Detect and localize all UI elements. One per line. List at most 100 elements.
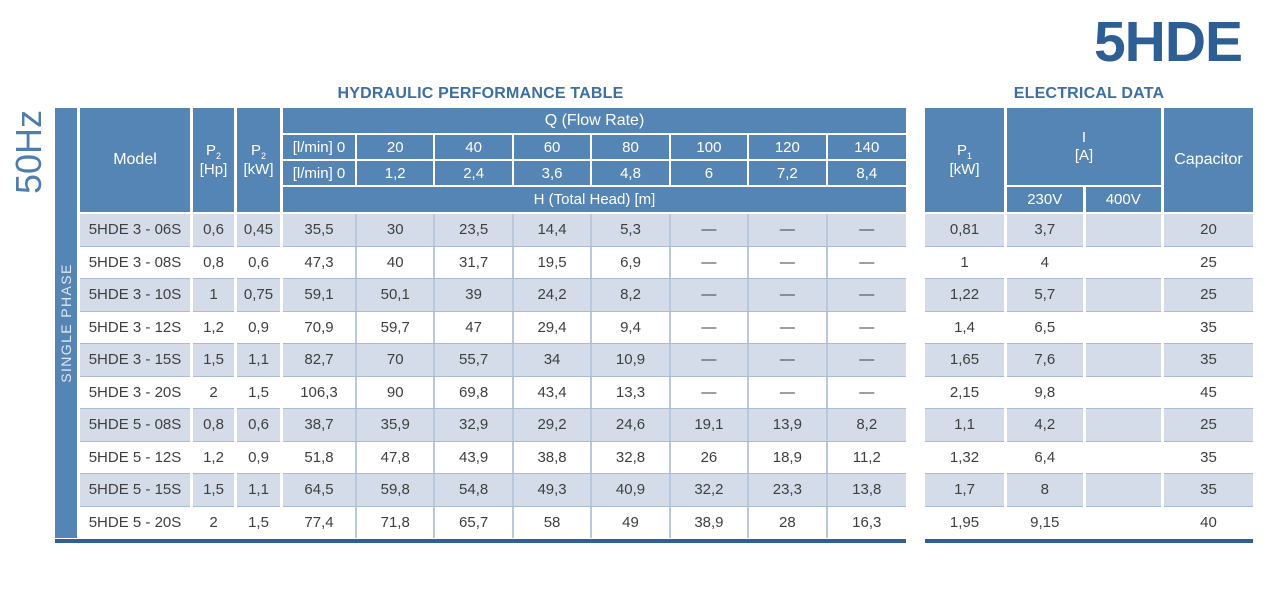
current-400v-column [1085, 214, 1161, 538]
electrical-table: P1 [kW] 0,81 1 1,22 1,4 1,65 2,15 1,1 1,… [925, 108, 1253, 538]
flow-header-cell: 80 [592, 135, 671, 159]
current-header: I [A] 230V 400V [1007, 108, 1161, 212]
p2hp-cell: 0,8 [193, 245, 234, 278]
head-cell: — [749, 279, 828, 311]
p2-hp-unit: [Hp] [199, 161, 228, 179]
head-cell: 8,2 [856, 416, 878, 434]
head-cell: — [749, 376, 828, 408]
flow-header-cell: 2,4 [435, 161, 514, 185]
head-cell: 9,4 [592, 311, 671, 343]
head-cell: 106,3 [283, 376, 357, 408]
table-row: 59,1 50,1 39 24,2 8,2 — — — [283, 278, 906, 311]
head-cell: — [671, 344, 750, 376]
flow-header-cell: 8,4 [827, 161, 906, 185]
head-cell: 38,9 [671, 506, 750, 538]
p1-column: P1 [kW] 0,81 1 1,22 1,4 1,65 2,15 1,1 1,… [925, 108, 1004, 538]
head-cell: 28 [749, 506, 828, 538]
head-cell: 71,8 [357, 506, 436, 538]
head-cell: 59,7 [357, 311, 436, 343]
p2kw-cell: 1,1 [237, 343, 280, 376]
current-400v-cell [1085, 440, 1161, 473]
head-cell: — [671, 279, 750, 311]
head-cell: 29,4 [514, 311, 593, 343]
head-cell: 31,7 [435, 246, 514, 278]
current-body: 3,7 4 5,7 6,5 7,6 9,8 4,2 6,4 8 9,15 [1007, 214, 1161, 538]
head-cell: — [749, 214, 828, 246]
electrical-table-bottom-rule [925, 539, 1253, 543]
p2-kw-header: P2 [kW] [237, 108, 280, 212]
current-400v-cell [1085, 473, 1161, 506]
p2kw-cell: 0,45 [237, 214, 280, 246]
p1-cell: 1,7 [925, 473, 1004, 506]
head-cell: 51,8 [283, 441, 357, 473]
hydraulic-table-bottom-rule [55, 539, 906, 543]
model-cell: 5HDE 5 - 08S [80, 408, 190, 441]
table-row: 64,5 59,8 54,8 49,3 40,9 32,2 23,3 13,8 [283, 473, 906, 506]
table-row: 38,7 35,9 32,9 29,2 24,6 19,1 13,9 8,2 [283, 408, 906, 441]
p2kw-cell: 1,1 [237, 473, 280, 506]
p2hp-cell: 1 [193, 278, 234, 311]
flow-header-cell: 60 [513, 135, 593, 159]
frequency-label-wrap: 50Hz [8, 92, 49, 212]
current-400v-cell [1085, 245, 1161, 278]
p2kw-cell: 0,6 [237, 245, 280, 278]
capacitor-header: Capacitor [1164, 108, 1253, 212]
head-cell: — [859, 253, 875, 271]
head-cell: 47,3 [283, 246, 357, 278]
current-230v-cell: 9,8 [1007, 375, 1083, 408]
model-header: Model [80, 108, 190, 212]
current-400v-cell [1085, 375, 1161, 408]
head-cell: 6,9 [592, 246, 671, 278]
flow-m3h-row: [l/min] 0 1,2 2,4 3,6 4,8 6 7,2 8,4 [283, 161, 906, 185]
current-230v-cell: 5,7 [1007, 278, 1083, 311]
table-row: 82,7 70 55,7 34 10,9 — — — [283, 343, 906, 376]
flow-header-cell: 6 [670, 161, 750, 185]
p2hp-cell: 0,8 [193, 408, 234, 441]
current-symbol-header: I [A] [1007, 108, 1161, 185]
head-cell: — [859, 221, 875, 239]
p2kw-cell: 1,5 [237, 505, 280, 538]
p2kw-cell: 0,9 [237, 440, 280, 473]
head-cell: 49,3 [514, 474, 593, 506]
p1-header: P1 [kW] [925, 108, 1004, 212]
flow-rate-block: Q (Flow Rate) [l/min] 0 20 40 60 80 100 … [283, 108, 906, 538]
p1-cell: 1,1 [925, 408, 1004, 441]
head-cell: 35,9 [357, 409, 436, 441]
flow-header-cell: 20 [357, 135, 436, 159]
p2kw-cell: 0,75 [237, 278, 280, 311]
head-cell: 58 [514, 506, 593, 538]
capacitor-cell: 40 [1164, 505, 1253, 538]
p1-column-body: 0,81 1 1,22 1,4 1,65 2,15 1,1 1,32 1,7 1… [925, 214, 1004, 538]
head-cell: — [671, 246, 750, 278]
head-cell: — [671, 311, 750, 343]
flow-header-cell: [l/min] 0 [283, 161, 357, 185]
table-row: 47,3 40 31,7 19,5 6,9 — — — [283, 245, 906, 278]
current-400v-cell [1085, 214, 1161, 246]
head-cell: 13,9 [749, 409, 828, 441]
head-cell: 35,5 [283, 214, 357, 246]
capacitor-cell: 35 [1164, 310, 1253, 343]
capacitor-cell: 25 [1164, 408, 1253, 441]
head-cell: 69,8 [435, 376, 514, 408]
capacitor-cell: 35 [1164, 440, 1253, 473]
p1-cell: 1,4 [925, 310, 1004, 343]
current-230v-cell: 7,6 [1007, 343, 1083, 376]
model-cell: 5HDE 3 - 08S [80, 245, 190, 278]
p2kw-cell: 0,9 [237, 310, 280, 343]
p1-cell: 1,95 [925, 505, 1004, 538]
p2hp-cell: 1,5 [193, 473, 234, 506]
head-cell: 18,9 [749, 441, 828, 473]
q-flow-rate-header: Q (Flow Rate) [283, 108, 906, 133]
current-230v-cell: 4,2 [1007, 408, 1083, 441]
current-column-group: I [A] 230V 400V 3,7 4 5,7 6,5 7,6 9,8 4,… [1007, 108, 1161, 538]
capacitor-cell: 25 [1164, 278, 1253, 311]
head-cell: 40 [357, 246, 436, 278]
flow-header-cell: [l/min] 0 [283, 135, 357, 159]
head-cell: 29,2 [514, 409, 593, 441]
flow-header-cell: 4,8 [592, 161, 671, 185]
capacitor-cell: 20 [1164, 214, 1253, 246]
head-cell: 43,4 [514, 376, 593, 408]
head-cell: 13,3 [592, 376, 671, 408]
electrical-table-title: ELECTRICAL DATA [1013, 85, 1165, 102]
p2hp-cell: 1,2 [193, 310, 234, 343]
